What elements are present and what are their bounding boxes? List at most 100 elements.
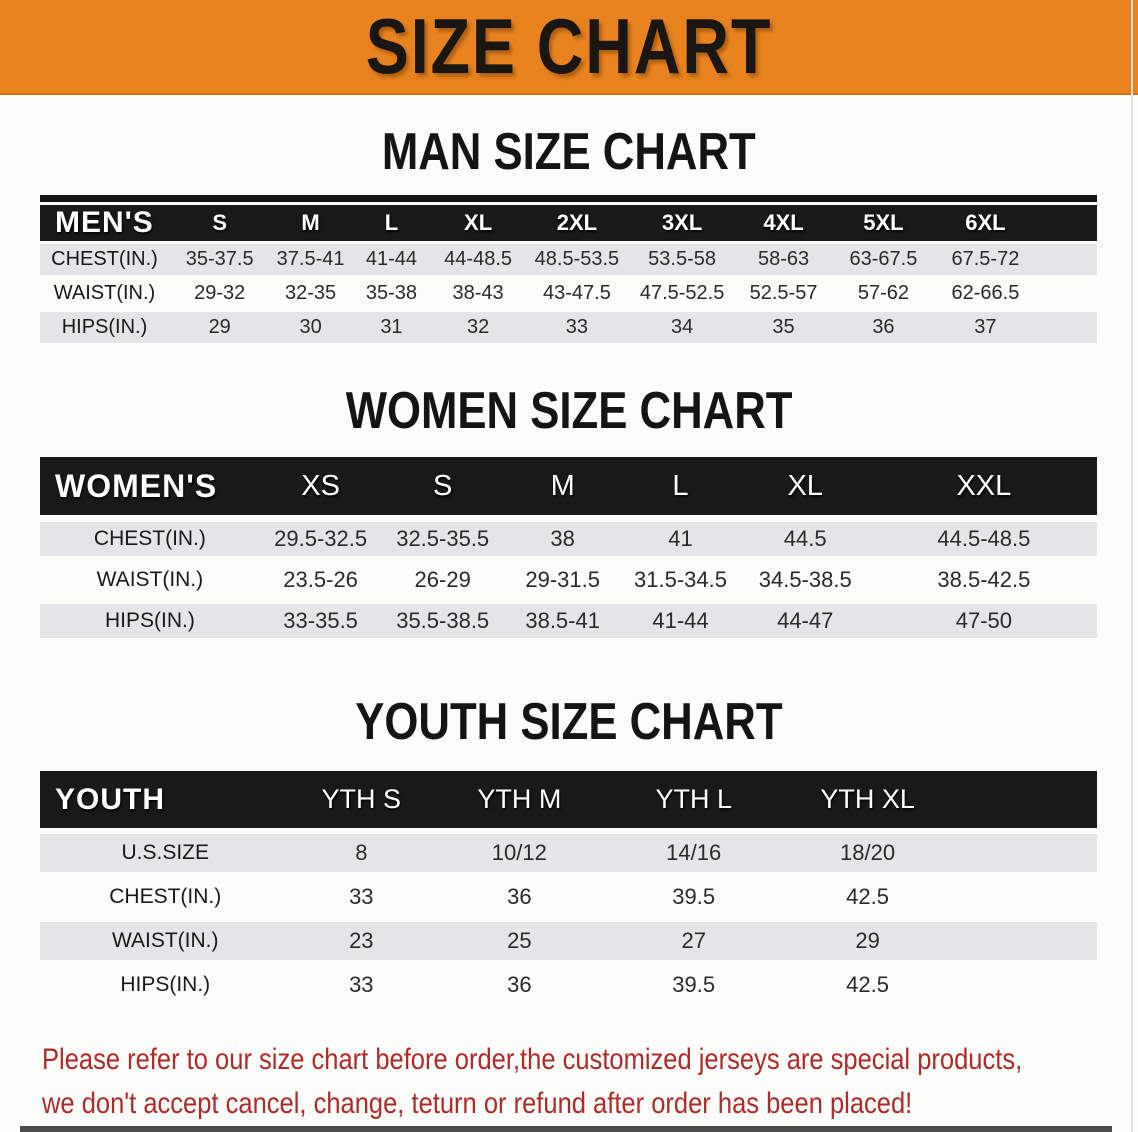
table-row: CHEST(IN.) 33 36 39.5 42.5 [40, 878, 1097, 916]
row-label: HIPS(IN.) [40, 966, 291, 1004]
size-column-header: YTH S [290, 771, 433, 828]
size-column-header: XXL [870, 457, 1097, 515]
size-column-header: L [621, 457, 740, 515]
row-spacer [954, 834, 1097, 872]
row-label: HIPS(IN.) [40, 604, 260, 638]
table-row: HIPS(IN.) 29 30 31 32 33 34 35 36 37 [40, 312, 1097, 343]
size-cell: 62-66.5 [934, 278, 1037, 309]
row-spacer [954, 966, 1097, 1004]
youth-size-table: YOUTH YTH S YTH M YTH L YTH XL U.S.SIZE 8 10/12… [40, 765, 1097, 1010]
size-cell: 31 [350, 312, 433, 343]
row-label: WAIST(IN.) [40, 922, 291, 960]
size-cell: 44-48.5 [432, 244, 525, 275]
size-cell: 23.5-26 [259, 563, 382, 597]
size-cell: 32.5-35.5 [381, 522, 504, 556]
size-column-header: YTH M [432, 771, 607, 828]
size-cell: 35.5-38.5 [381, 604, 504, 638]
size-cell: 48.5-53.5 [524, 244, 630, 275]
size-cell: 58-63 [734, 244, 833, 275]
size-cell: 47.5-52.5 [629, 278, 735, 309]
size-cell: 44.5-48.5 [870, 522, 1097, 556]
header-row: MEN'S S M L XL 2XL 3XL 4XL 5XL 6XL [40, 205, 1097, 241]
row-label: HIPS(IN.) [40, 312, 169, 343]
size-cell: 29.5-32.5 [259, 522, 382, 556]
row-label: CHEST(IN.) [40, 878, 291, 916]
size-cell: 32-35 [270, 278, 351, 309]
corner-label: MEN'S [40, 205, 169, 241]
size-column-header: 2XL [524, 205, 630, 241]
youth-section-title: YOUTH SIZE CHART [0, 692, 1138, 750]
size-column-header: XL [739, 457, 871, 515]
row-spacer [1036, 278, 1097, 309]
row-label: CHEST(IN.) [40, 244, 169, 275]
size-cell: 25 [432, 922, 607, 960]
header-row: YOUTH YTH S YTH M YTH L YTH XL [40, 771, 1097, 828]
size-cell: 36 [432, 966, 607, 1004]
table-row: HIPS(IN.) 33-35.5 35.5-38.5 38.5-41 41-44 44-… [40, 604, 1097, 638]
footer-warning-line1: Please refer to our size chart before or… [42, 1043, 1023, 1077]
size-cell: 57-62 [832, 278, 935, 309]
table-row: WAIST(IN.) 23.5-26 26-29 29-31.5 31.5-34.5 34… [40, 563, 1097, 597]
size-cell: 33 [290, 878, 433, 916]
size-cell: 38-43 [432, 278, 525, 309]
size-cell: 34.5-38.5 [739, 563, 871, 597]
size-cell: 10/12 [432, 834, 607, 872]
size-cell: 29-31.5 [504, 563, 622, 597]
size-cell: 43-47.5 [524, 278, 630, 309]
size-cell: 38.5-41 [504, 604, 622, 638]
size-column-header: M [270, 205, 351, 241]
size-cell: 42.5 [780, 966, 955, 1004]
size-column-header: 6XL [934, 205, 1037, 241]
size-cell: 41-44 [621, 604, 740, 638]
size-cell: 31.5-34.5 [621, 563, 740, 597]
size-cell: 36 [832, 312, 935, 343]
row-spacer [1036, 244, 1097, 275]
size-cell: 33 [290, 966, 433, 1004]
footer-warning-line2: we don't accept cancel, change, teturn o… [42, 1087, 913, 1121]
size-cell: 33 [524, 312, 630, 343]
table-row: U.S.SIZE 8 10/12 14/16 18/20 [40, 834, 1097, 872]
size-column-header: XS [259, 457, 382, 515]
size-cell: 38.5-42.5 [870, 563, 1097, 597]
size-cell: 35-37.5 [168, 244, 271, 275]
size-cell: 34 [629, 312, 735, 343]
size-column-header: S [381, 457, 504, 515]
men-section-title: MAN SIZE CHART [0, 122, 1138, 180]
header-spacer [954, 771, 1097, 828]
size-cell: 32 [432, 312, 525, 343]
row-spacer [1036, 312, 1097, 343]
men-section-title-text: MAN SIZE CHART [382, 121, 756, 181]
right-edge-line [1131, 0, 1133, 1132]
table-row: HIPS(IN.) 33 36 39.5 42.5 [40, 966, 1097, 1004]
men-size-table-wrap: MEN'S S M L XL 2XL 3XL 4XL 5XL 6XL CHEST(IN.) 35-37… [40, 195, 1097, 346]
youth-section-title-text: YOUTH SIZE CHART [355, 691, 783, 751]
size-cell: 35 [734, 312, 833, 343]
size-cell: 38 [504, 522, 622, 556]
size-cell: 26-29 [381, 563, 504, 597]
size-column-header: YTH L [606, 771, 781, 828]
size-cell: 67.5-72 [934, 244, 1037, 275]
size-cell: 53.5-58 [629, 244, 735, 275]
size-cell: 37.5-41 [270, 244, 351, 275]
size-column-header: L [350, 205, 433, 241]
size-column-header: XL [432, 205, 525, 241]
size-cell: 33-35.5 [259, 604, 382, 638]
banner-title: SIZE CHART [365, 3, 773, 90]
women-section-title: WOMEN SIZE CHART [0, 381, 1138, 439]
table-row: CHEST(IN.) 35-37.5 37.5-41 41-44 44-48.5 48.5… [40, 244, 1097, 275]
banner: SIZE CHART [0, 0, 1138, 95]
size-cell: 39.5 [606, 966, 781, 1004]
table-row: WAIST(IN.) 29-32 32-35 35-38 38-43 43-47.5 47.… [40, 278, 1097, 309]
men-size-table: MEN'S S M L XL 2XL 3XL 4XL 5XL 6XL CHEST(IN.) 35-37… [40, 202, 1097, 346]
size-cell: 29 [780, 922, 955, 960]
corner-label: WOMEN'S [40, 457, 260, 515]
size-cell: 37 [934, 312, 1037, 343]
women-size-table: WOMEN'S XS S M L XL XXL CHEST(IN.) 29.5-32.5 32.5… [40, 450, 1097, 645]
size-cell: 41 [621, 522, 740, 556]
size-cell: 44-47 [739, 604, 871, 638]
size-column-header: YTH XL [780, 771, 955, 828]
women-section-title-text: WOMEN SIZE CHART [345, 380, 793, 440]
size-cell: 29-32 [168, 278, 271, 309]
size-cell: 30 [270, 312, 351, 343]
